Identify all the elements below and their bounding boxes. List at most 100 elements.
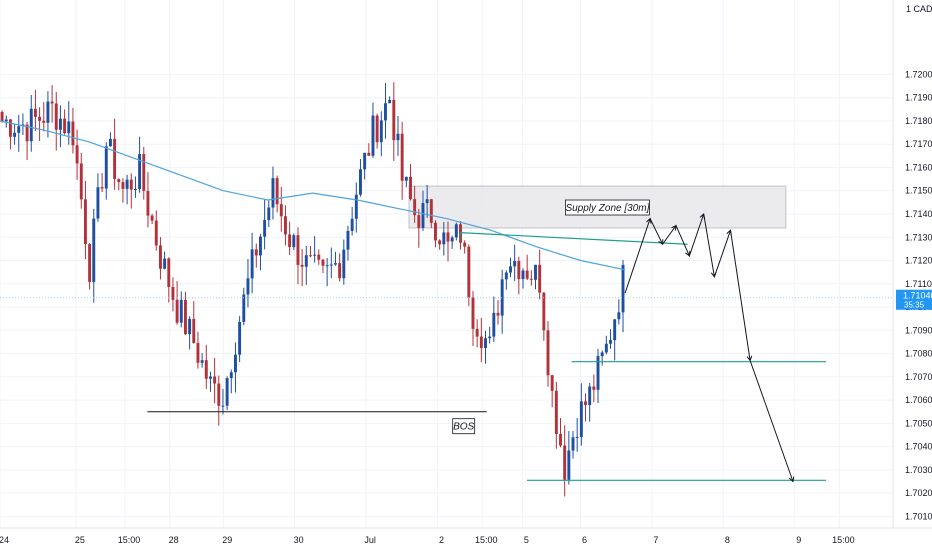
candle-up	[384, 103, 387, 121]
candle-up	[271, 178, 275, 208]
candle-down	[154, 220, 158, 246]
price-tick-label: 1.70600	[905, 395, 932, 405]
candle-down	[171, 286, 175, 300]
price-tick-label: 1.71400	[905, 209, 932, 219]
candle-down	[183, 299, 187, 335]
candle-down	[438, 240, 442, 245]
current-price-badge	[896, 289, 932, 310]
candle-up	[221, 405, 225, 407]
candle-down	[142, 154, 146, 191]
countdown-label: 35:35	[904, 301, 925, 310]
candle-up	[600, 352, 604, 357]
candle-down	[584, 401, 587, 405]
candle-down	[75, 145, 79, 164]
time-tick-label: Jul	[364, 535, 376, 545]
time-tick-label: 28	[169, 535, 179, 545]
candle-up	[325, 265, 329, 267]
candle-up	[229, 372, 233, 379]
candle-up	[334, 263, 337, 265]
candle-up	[304, 255, 308, 267]
candle-down	[38, 116, 42, 121]
candle-down	[542, 292, 546, 331]
current-price-label: 1.71040	[903, 291, 932, 301]
candle-down	[296, 235, 300, 265]
candle-down	[175, 299, 179, 323]
candle-down	[196, 343, 200, 363]
time-tick-label: 7	[653, 535, 658, 545]
candle-down	[525, 270, 529, 279]
candle-up	[163, 258, 167, 269]
candle-up	[17, 126, 21, 133]
candle-down	[475, 328, 479, 337]
candle-down	[309, 255, 312, 257]
candle-down	[434, 222, 437, 241]
candle-down	[63, 118, 67, 134]
trendline	[459, 231, 688, 245]
price-tick-label: 1.70500	[905, 418, 932, 428]
candle-up	[596, 356, 600, 390]
price-tick-label: 1.71900	[905, 93, 932, 103]
candle-up	[396, 133, 400, 141]
candle-up	[92, 218, 96, 282]
candle-down	[192, 318, 196, 344]
candle-down	[429, 199, 433, 223]
candle-up	[354, 194, 358, 219]
candle-up	[521, 270, 525, 280]
candle-up	[208, 376, 212, 379]
price-tick-label: 1.70400	[905, 442, 932, 452]
candle-down	[417, 215, 421, 228]
candle-up	[313, 254, 317, 256]
candle-down	[517, 260, 521, 280]
candle-down	[409, 176, 412, 200]
candle-down	[54, 103, 58, 130]
candle-down	[288, 234, 292, 248]
candle-down	[538, 264, 542, 293]
candle-down	[400, 133, 404, 181]
projection-arrowhead	[746, 355, 753, 362]
price-tick-label: 1.72000	[905, 69, 932, 79]
bos-label: BOS	[453, 422, 474, 433]
bos-label-box	[452, 418, 476, 435]
candle-down	[217, 383, 221, 406]
candle-up	[404, 176, 408, 181]
candle-down	[592, 386, 596, 390]
projection-arrowhead	[788, 476, 795, 483]
candle-down	[88, 244, 92, 282]
candle-down	[121, 182, 125, 189]
candle-down	[467, 246, 471, 298]
price-tick-label: 1.71700	[905, 139, 932, 149]
candle-up	[342, 249, 346, 279]
candle-up	[484, 338, 487, 349]
candle-down	[279, 204, 283, 217]
candle-up	[513, 260, 517, 267]
time-tick-label: 8	[725, 535, 730, 545]
candle-up	[371, 115, 375, 156]
candle-up	[233, 354, 237, 373]
price-tick-label: 1.70200	[905, 488, 932, 498]
candle-up	[454, 224, 458, 238]
candle-down	[83, 199, 87, 245]
price-tick-label: 1.70300	[905, 465, 932, 475]
candle-up	[104, 146, 108, 189]
candle-down	[275, 178, 279, 205]
candle-up	[350, 218, 354, 231]
time-tick-label: 29	[222, 535, 232, 545]
candle-up	[246, 278, 250, 295]
candle-up	[292, 235, 296, 248]
candle-down	[471, 297, 475, 329]
price-tick-label: 1.70100	[905, 511, 932, 521]
candle-up	[388, 99, 392, 104]
candle-up	[567, 450, 571, 480]
candle-down	[317, 254, 321, 260]
candle-down	[204, 360, 208, 379]
candle-down	[71, 121, 75, 146]
supply-zone-label-box	[565, 199, 650, 216]
candle-down	[463, 242, 467, 247]
time-tick-label: 30	[294, 535, 304, 545]
candle-down	[79, 163, 83, 200]
candle-up	[125, 179, 129, 189]
candle-up	[188, 318, 192, 335]
candle-down	[50, 101, 54, 104]
candle-down	[42, 120, 46, 123]
